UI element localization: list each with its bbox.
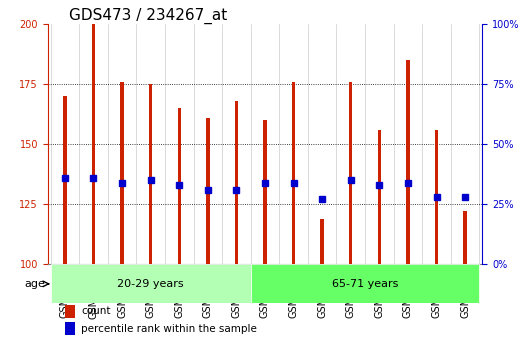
Bar <box>435 130 438 264</box>
Text: 20-29 years: 20-29 years <box>117 279 184 289</box>
Bar <box>292 82 295 264</box>
Text: GDS473 / 234267_at: GDS473 / 234267_at <box>69 8 228 24</box>
Text: count: count <box>81 306 111 316</box>
Bar <box>321 219 324 264</box>
Bar <box>251 264 480 304</box>
Bar <box>65 322 75 335</box>
Bar <box>63 96 67 264</box>
Bar <box>378 130 381 264</box>
Bar <box>92 24 95 264</box>
Bar <box>206 118 209 264</box>
Text: age: age <box>24 279 45 289</box>
Bar <box>463 211 467 264</box>
Text: percentile rank within the sample: percentile rank within the sample <box>81 324 257 334</box>
Bar <box>235 101 238 264</box>
Bar <box>263 120 267 264</box>
Bar <box>65 305 75 318</box>
Bar <box>406 60 410 264</box>
Bar <box>349 82 352 264</box>
Text: 65-71 years: 65-71 years <box>332 279 398 289</box>
Bar <box>50 264 251 304</box>
Bar <box>149 84 152 264</box>
Bar <box>178 108 181 264</box>
Bar <box>120 82 123 264</box>
